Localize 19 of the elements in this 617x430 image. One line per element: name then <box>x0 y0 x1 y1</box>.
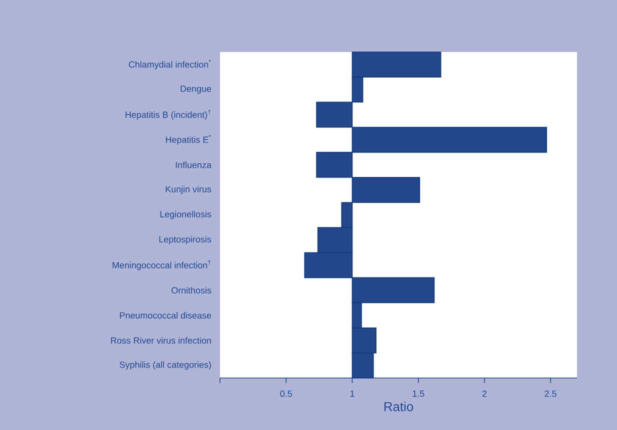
y-tick-label: Meningococcal infection$^{†}$ <box>112 260 211 270</box>
y-tick-label: Legionellosis <box>160 210 212 220</box>
y-tick-label: Kunjin virus <box>166 186 212 194</box>
x-tick-label: 1.5 <box>412 390 424 397</box>
y-tick-label: Ross River virus infection <box>111 337 211 344</box>
y-tick-label: Syphilis (all categories) <box>120 361 211 370</box>
y-tick-label: Chlamydial infection$^{*}$ <box>128 60 211 70</box>
y-tick-label: Pneumococcal disease <box>120 312 212 319</box>
y-tick-label: Ornithosis <box>172 286 212 294</box>
x-tick-label: 1 <box>350 390 354 397</box>
y-tick-label: Leptospirosis <box>159 236 212 244</box>
y-tick-label: Hepatitis B (incident)$^{†}$ <box>126 110 211 120</box>
y-tick-label: Dengue <box>180 86 212 94</box>
x-tick-label: 2.5 <box>544 390 556 397</box>
x-tick-label: 2 <box>482 390 486 397</box>
x-tick-label: 0.5 <box>280 390 292 397</box>
y-tick-label: Influenza <box>176 162 212 168</box>
y-tick-label: Hepatitis E$^{*}$ <box>166 134 211 145</box>
x-axis-title: Ratio <box>384 402 414 412</box>
